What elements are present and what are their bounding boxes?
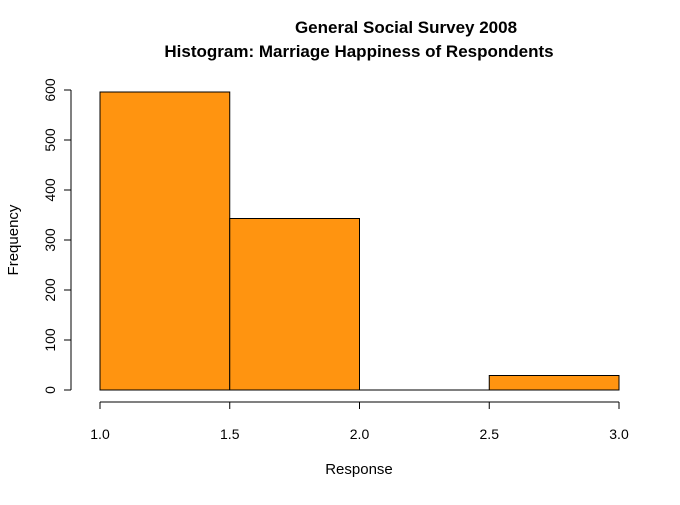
y-tick-label: 100 [42,328,58,352]
y-tick-label: 500 [42,128,58,152]
x-tick-label: 1.0 [90,426,110,442]
bars-layer [99,91,620,391]
chart-title: General Social Survey 2008 [295,18,517,37]
y-tick-label: 200 [42,278,58,302]
histogram-bar [99,91,231,391]
histogram-bar [229,218,360,391]
y-axis-label: Frequency [5,204,22,275]
y-tick-label: 400 [42,178,58,202]
x-tick-label: 2.0 [350,426,370,442]
y-tick-label: 0 [42,386,58,394]
x-tick-label: 1.5 [220,426,240,442]
chart-subtitle: Histogram: Marriage Happiness of Respond… [164,42,553,61]
y-axis: 0 100 200 300 400 500 600 [42,78,72,394]
x-axis-label: Response [325,461,393,478]
x-tick-label: 3.0 [609,426,629,442]
x-tick-label: 2.5 [480,426,500,442]
x-axis: 1.0 1.5 2.0 2.5 3.0 [90,401,629,442]
histogram-bar [488,375,620,391]
y-tick-label: 300 [42,228,58,252]
y-tick-label: 600 [42,78,58,102]
